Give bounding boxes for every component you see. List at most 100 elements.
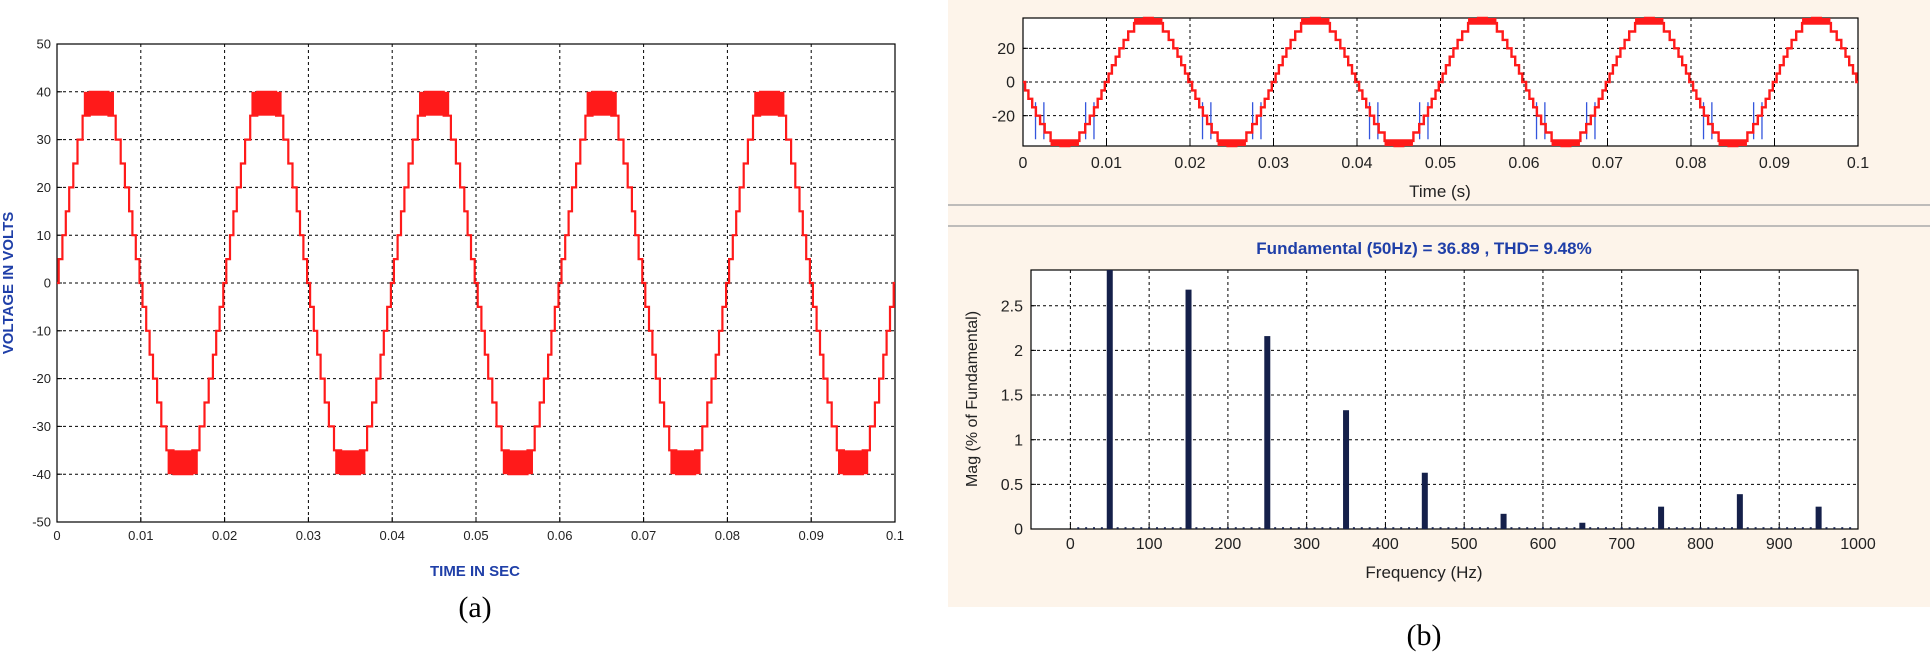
chart-a-y-ticks: 50 40 30 20 10 0 -10 -20 -30 -40 -50	[32, 37, 62, 530]
y-tick-label: 0	[44, 276, 51, 291]
x-tick-label: 0.05	[1425, 155, 1456, 172]
chart-b-top: 20 0 -20 0 0.01 0.02 0.03 0.04 0.05 0.06 0.07 0.08…	[992, 16, 1869, 201]
chart-b-bottom-grid	[1031, 270, 1858, 529]
peak-switching-band	[83, 91, 114, 116]
x-tick-label: 0.04	[380, 528, 405, 543]
x-tick-label: 100	[1136, 536, 1163, 553]
harmonic-bar	[1815, 506, 1822, 529]
chart-b-bottom-bars	[1106, 270, 1822, 529]
x-tick-label: 0.04	[1341, 155, 1372, 172]
peak-switching-band	[419, 91, 450, 116]
x-tick-label: 0.03	[296, 528, 321, 543]
y-tick-label: -20	[32, 371, 51, 386]
harmonic-bar	[1421, 472, 1428, 529]
chart-b-bottom-y-ticks: 2.5 2 1.5 1 0.5 0	[1001, 298, 1036, 539]
harmonic-bar	[1736, 494, 1743, 529]
x-tick-label: 0	[1019, 155, 1028, 172]
x-tick-label: 600	[1530, 536, 1557, 553]
peak-switching-band	[754, 91, 785, 116]
chart-b-top-grid	[1023, 18, 1858, 146]
y-tick-label: 2	[1014, 343, 1023, 360]
x-tick-label: 0.06	[1508, 155, 1539, 172]
y-tick-label: -20	[992, 108, 1015, 125]
y-tick-label: -30	[32, 419, 51, 434]
y-tick-label: 20	[37, 180, 51, 195]
chart-a-grid	[57, 44, 895, 522]
chart-b-bottom-title: Fundamental (50Hz) = 36.89 , THD= 9.48%	[1256, 239, 1591, 258]
x-tick-label: 300	[1293, 536, 1320, 553]
chart-b-top-series	[1023, 16, 1858, 148]
trough-switching-band	[1050, 139, 1079, 146]
harmonic-bar	[1106, 270, 1113, 529]
chart-b-bottom-plot-frame	[1030, 269, 1859, 530]
x-tick-label: 0.08	[1675, 155, 1706, 172]
y-tick-label: 20	[997, 41, 1015, 58]
x-tick-label: 0.09	[1759, 155, 1790, 172]
chart-a: 50 40 30 20 10 0 -10 -20 -30 -40 -50 0 0.01 0.02 0.03…	[0, 37, 904, 624]
x-tick-label: 900	[1766, 536, 1793, 553]
trough-switching-band	[838, 450, 869, 475]
harmonic-bar	[1500, 513, 1507, 529]
chart-b-top-xlabel: Time (s)	[1409, 182, 1471, 201]
x-tick-label: 0.06	[547, 528, 572, 543]
trough-switching-band	[167, 450, 198, 475]
chart-a-xlabel: TIME IN SEC	[430, 563, 520, 580]
y-tick-label: 0	[1006, 75, 1015, 92]
y-tick-label: 1.5	[1001, 388, 1023, 405]
x-tick-label: 0.1	[886, 528, 904, 543]
chart-b-bottom: Fundamental (50Hz) = 36.89 , THD= 9.48% …	[964, 239, 1876, 582]
x-tick-label: 0.1	[1847, 155, 1869, 172]
x-tick-label: 0.09	[799, 528, 824, 543]
chart-b-bottom-xlabel: Frequency (Hz)	[1365, 563, 1482, 582]
trough-switching-band	[1384, 139, 1413, 146]
y-tick-label: 40	[37, 84, 51, 99]
y-tick-label: 0.5	[1001, 477, 1023, 494]
panel-b: 200-20 0 0.01 0.02 0.03 0.04 0.05 0.06 0.07 0.08…	[948, 0, 1930, 607]
harmonic-bar	[1185, 289, 1192, 529]
y-tick-label: 50	[37, 37, 51, 52]
x-tick-label: 200	[1215, 536, 1242, 553]
caption-b: (b)	[1407, 619, 1442, 652]
peak-switching-band	[251, 91, 282, 116]
x-tick-label: 0.05	[463, 528, 488, 543]
y-tick-label: 2.5	[1001, 298, 1023, 315]
x-tick-label: 700	[1608, 536, 1635, 553]
harmonic-bar	[1658, 506, 1665, 529]
caption-a: (a)	[458, 591, 491, 624]
chart-a-ylabel: VOLTAGE IN VOLTS	[0, 212, 17, 355]
trough-switching-band	[670, 450, 701, 475]
harmonic-bar	[1343, 410, 1350, 529]
x-tick-label: 0.01	[1091, 155, 1122, 172]
harmonic-bar	[1264, 336, 1271, 529]
x-tick-label: 1000	[1840, 536, 1876, 553]
trough-switching-band	[1551, 139, 1580, 146]
chart-b-bottom-ylabel: Mag (% of Fundamental)	[964, 311, 981, 487]
y-tick-label: 0	[1014, 522, 1023, 539]
x-tick-label: 0.03	[1258, 155, 1289, 172]
trough-switching-band	[335, 450, 366, 475]
x-tick-label: 0.07	[1592, 155, 1623, 172]
waveform-line	[1023, 16, 1858, 148]
trough-switching-band	[1718, 139, 1747, 146]
y-tick-label: -50	[32, 515, 51, 530]
x-tick-label: 400	[1372, 536, 1399, 553]
peak-switching-band	[1134, 18, 1163, 25]
x-tick-label: 0.07	[631, 528, 656, 543]
y-tick-label: 30	[37, 132, 51, 147]
peak-switching-band	[1802, 18, 1831, 25]
chart-b-bottom-x-ticks: 0 100 200 300 400 500 600 700 800 900 1000	[1066, 524, 1876, 553]
x-tick-label: 0.02	[1174, 155, 1205, 172]
trough-switching-band	[1217, 139, 1246, 146]
chart-b-top-x-ticks: 0 0.01 0.02 0.03 0.04 0.05 0.06 0.07 0.08 0.09 0.1	[1019, 141, 1869, 172]
x-tick-label: 800	[1687, 536, 1714, 553]
chart-a-series	[57, 90, 895, 476]
x-tick-label: 500	[1451, 536, 1478, 553]
x-tick-label: 0.02	[212, 528, 237, 543]
x-tick-label: 0	[53, 528, 60, 543]
peak-switching-band	[1468, 18, 1497, 25]
y-tick-label: -40	[32, 467, 51, 482]
x-tick-label: 0.01	[128, 528, 153, 543]
x-tick-label: 0.08	[715, 528, 740, 543]
peak-switching-band	[586, 91, 617, 116]
